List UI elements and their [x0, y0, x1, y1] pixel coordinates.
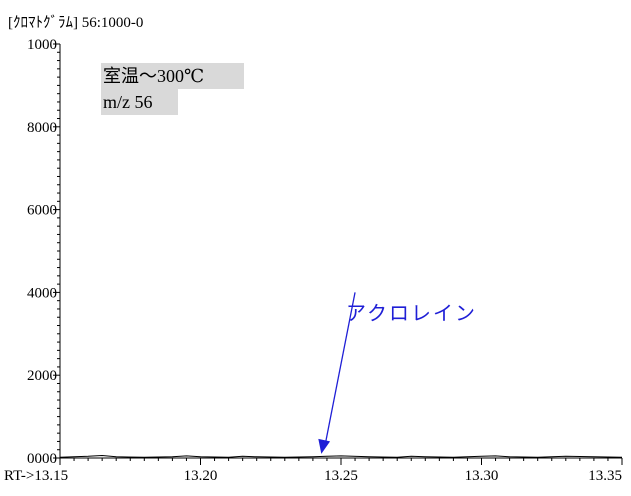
x-axis: RT->13.15 13.20 13.25 13.30 13.35 [4, 457, 623, 484]
x-tick-label: 13.30 [465, 468, 499, 484]
annotation-arrow-head [318, 438, 331, 454]
x-tick-label: RT->13.15 [4, 468, 68, 484]
y-tick-label: 6000 [27, 203, 57, 219]
y-axis: 0000 2000 4000 6000 8000 1000 [27, 37, 61, 467]
legend-highlight [101, 63, 244, 89]
y-tick-label: 0000 [27, 451, 57, 467]
chart-title: [ｸﾛﾏﾄｸﾞﾗﾑ] 56:1000-0 [8, 14, 143, 31]
legend-highlight [101, 89, 178, 115]
x-tick-label: 13.35 [588, 468, 622, 484]
annotation-label: アクロレイン [346, 302, 477, 325]
x-tick-label: 13.25 [324, 468, 358, 484]
series-line [59, 454, 623, 458]
y-tick-label: 1000 [27, 37, 57, 53]
annotation-arrow-shaft [324, 292, 356, 444]
chart-annotations: アクロレイン [318, 292, 477, 454]
y-tick-label: 4000 [27, 285, 57, 301]
x-tick-label: 13.20 [184, 468, 218, 484]
chart-legend: 室温～300℃ m/z 56 [101, 63, 244, 115]
y-tick-label: 8000 [27, 120, 57, 136]
plot-area [59, 454, 623, 458]
y-tick-label: 2000 [27, 368, 57, 384]
legend-line: 室温～300℃ [103, 66, 204, 86]
legend-line: m/z 56 [103, 92, 153, 112]
